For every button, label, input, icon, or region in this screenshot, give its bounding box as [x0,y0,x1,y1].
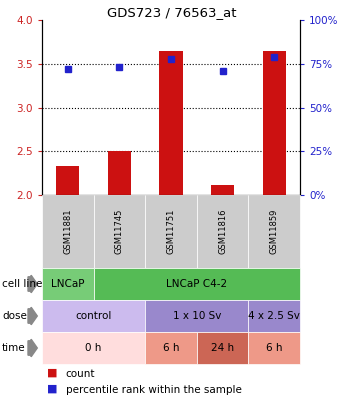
Text: 24 h: 24 h [211,343,234,353]
Text: 0 h: 0 h [85,343,102,353]
Text: 6 h: 6 h [163,343,179,353]
Text: GSM11751: GSM11751 [166,209,176,254]
Text: count: count [66,369,95,379]
Bar [56,166,80,195]
Text: 6 h: 6 h [266,343,282,353]
Text: 1 x 10 Sv: 1 x 10 Sv [173,311,221,321]
Text: ■: ■ [47,368,58,378]
Bar [108,151,131,195]
Text: GSM11745: GSM11745 [115,209,124,254]
Text: ■: ■ [47,384,58,393]
Text: GSM11881: GSM11881 [63,209,72,254]
Bar [211,185,234,195]
Text: GSM11859: GSM11859 [270,209,279,254]
Text: GSM11816: GSM11816 [218,209,227,254]
Bar [159,51,182,195]
Text: time: time [2,343,26,353]
Text: cell line: cell line [2,279,43,289]
Text: GDS723 / 76563_at: GDS723 / 76563_at [107,6,236,19]
Text: 4 x 2.5 Sv: 4 x 2.5 Sv [248,311,300,321]
Text: LNCaP C4-2: LNCaP C4-2 [166,279,227,289]
Text: control: control [75,311,112,321]
Bar [263,51,286,195]
Text: LNCaP: LNCaP [51,279,85,289]
Text: dose: dose [2,311,27,321]
Text: percentile rank within the sample: percentile rank within the sample [66,385,242,394]
